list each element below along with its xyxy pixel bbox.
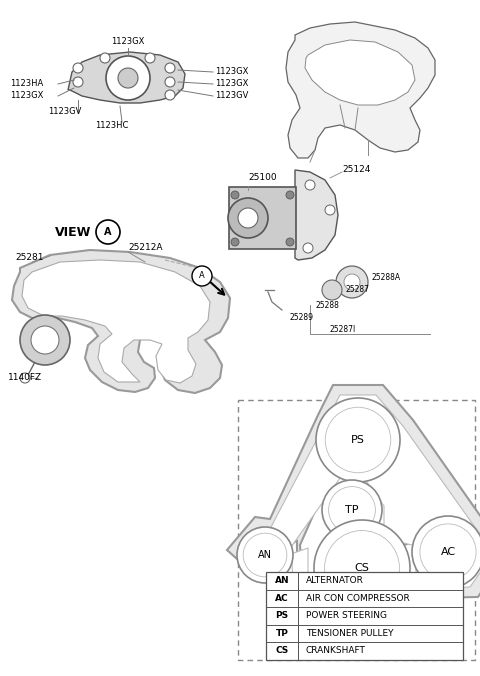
Text: AC: AC [441,547,456,557]
Circle shape [305,180,315,190]
Circle shape [336,266,368,298]
Polygon shape [227,385,480,598]
Text: PS: PS [276,611,288,621]
Circle shape [96,220,120,244]
Text: 1123GV: 1123GV [48,107,82,116]
Text: 1123HC: 1123HC [95,122,128,130]
Circle shape [412,516,480,588]
Circle shape [231,238,239,246]
Circle shape [237,527,293,583]
Polygon shape [237,395,480,590]
Bar [266,572,463,660]
Text: 1123GX: 1123GX [215,68,248,76]
Circle shape [303,243,313,253]
Circle shape [286,191,294,199]
Text: A: A [104,227,112,237]
Circle shape [20,315,70,365]
Circle shape [314,520,410,616]
Polygon shape [68,52,185,103]
Polygon shape [305,40,415,105]
Circle shape [20,373,30,383]
Text: 1140FZ: 1140FZ [8,374,42,383]
Text: 25288A: 25288A [372,274,401,283]
Bar [238,400,475,660]
Circle shape [325,407,391,473]
Text: 1123GX: 1123GX [111,37,144,47]
Circle shape [231,191,239,199]
Text: CRANKSHAFT: CRANKSHAFT [306,646,366,655]
Polygon shape [286,22,435,158]
Circle shape [31,326,59,354]
Circle shape [325,205,335,215]
Text: CS: CS [276,646,288,655]
Circle shape [322,480,382,540]
Text: AC: AC [275,594,289,603]
Circle shape [329,487,375,533]
Text: ALTERNATOR: ALTERNATOR [306,576,364,585]
Circle shape [165,63,175,73]
Circle shape [106,56,150,100]
Circle shape [165,90,175,100]
Text: VIEW: VIEW [55,226,91,239]
Text: 25124: 25124 [342,166,371,174]
Text: 1123GX: 1123GX [215,80,248,89]
Polygon shape [22,260,210,383]
Text: TP: TP [345,505,359,515]
Circle shape [145,53,155,63]
Text: 1123HA: 1123HA [10,80,43,89]
Text: A: A [199,272,205,281]
Circle shape [324,531,399,606]
Text: CS: CS [355,563,370,573]
Circle shape [228,198,268,238]
Text: 25287: 25287 [345,285,369,295]
Text: 25212A: 25212A [128,243,163,253]
Circle shape [118,68,138,88]
Circle shape [286,238,294,246]
Circle shape [73,77,83,87]
Text: PS: PS [351,435,365,445]
Circle shape [100,53,110,63]
Polygon shape [12,250,230,393]
Text: TENSIONER PULLEY: TENSIONER PULLEY [306,629,394,637]
Text: POWER STEERING: POWER STEERING [306,611,387,621]
Text: AIR CON COMPRESSOR: AIR CON COMPRESSOR [306,594,410,603]
Text: 25287I: 25287I [330,326,356,335]
Circle shape [316,398,400,482]
Circle shape [165,77,175,87]
Circle shape [73,63,83,73]
Text: 25289: 25289 [290,314,314,322]
FancyBboxPatch shape [229,187,296,249]
Text: AN: AN [258,550,272,560]
Circle shape [192,266,212,286]
Text: 25100: 25100 [248,173,276,182]
Circle shape [420,524,476,580]
Text: 1123GV: 1123GV [215,91,248,101]
Text: 25288: 25288 [315,301,339,310]
Text: AN: AN [275,576,289,585]
Circle shape [322,280,342,300]
Text: TP: TP [276,629,288,637]
Circle shape [344,274,360,290]
Circle shape [243,533,287,577]
Circle shape [238,208,258,228]
Text: 1123GX: 1123GX [10,91,43,101]
Polygon shape [295,170,338,260]
Text: 25281: 25281 [15,254,44,262]
